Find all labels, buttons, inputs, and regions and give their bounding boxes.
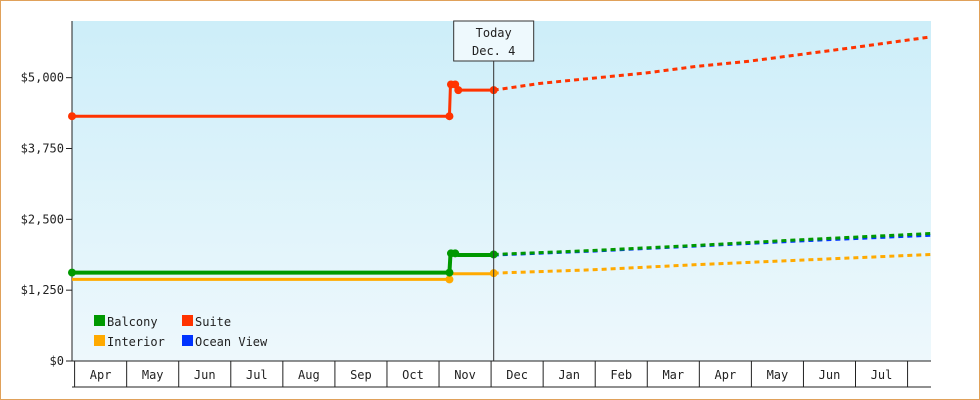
- x-tick-label: Jul: [246, 368, 268, 382]
- suite-forecast-line: [493, 35, 932, 92]
- x-tick-label: Jun: [819, 368, 841, 382]
- legend-label-suite: Suite: [195, 315, 231, 329]
- x-tick-label: Mar: [662, 368, 684, 382]
- x-tick-label: Apr: [90, 368, 112, 382]
- interior-data-point[interactable]: [445, 275, 454, 284]
- plot-background: [72, 21, 931, 361]
- balcony-forecast-line: [493, 232, 932, 256]
- legend-swatch-suite: [182, 315, 193, 326]
- legend-label-ocean-view: Ocean View: [195, 335, 268, 349]
- x-tick-label: Jan: [558, 368, 580, 382]
- legend-swatch-ocean-view: [182, 335, 193, 346]
- today-label-box: [453, 20, 535, 62]
- today-label: Today: [476, 26, 512, 40]
- x-tick-label: Nov: [454, 368, 476, 382]
- x-tick-label: Sep: [350, 368, 372, 382]
- y-tick-label: $0: [50, 354, 64, 368]
- x-tick-label: Jun: [194, 368, 216, 382]
- balcony-data-point[interactable]: [451, 249, 460, 258]
- legend-label-balcony: Balcony: [107, 315, 158, 329]
- suite-data-point[interactable]: [454, 86, 463, 95]
- legend-swatch-balcony: [94, 315, 105, 326]
- today-date-label: Dec. 4: [472, 44, 515, 58]
- y-tick-label: $2,500: [21, 212, 64, 226]
- x-tick-label: Oct: [402, 368, 424, 382]
- y-tick-label: $3,750: [21, 142, 64, 156]
- x-tick-label: Dec: [506, 368, 528, 382]
- balcony-data-point[interactable]: [68, 268, 76, 277]
- y-tick-label: $5,000: [21, 71, 64, 85]
- x-tick-label: Feb: [610, 368, 632, 382]
- suite-data-point[interactable]: [68, 112, 76, 121]
- x-tick-label: Apr: [715, 368, 737, 382]
- legend-label-interior: Interior: [107, 335, 165, 349]
- y-tick-label: $1,250: [21, 283, 64, 297]
- x-tick-label: Aug: [298, 368, 320, 382]
- suite-data-point[interactable]: [445, 112, 454, 121]
- x-tick-label: Jul: [871, 368, 893, 382]
- x-tick-label: May: [142, 368, 164, 382]
- legend-swatch-interior: [94, 335, 105, 346]
- x-tick-label: May: [767, 368, 789, 382]
- balcony-data-point[interactable]: [445, 268, 454, 277]
- interior-forecast-line: [493, 252, 932, 275]
